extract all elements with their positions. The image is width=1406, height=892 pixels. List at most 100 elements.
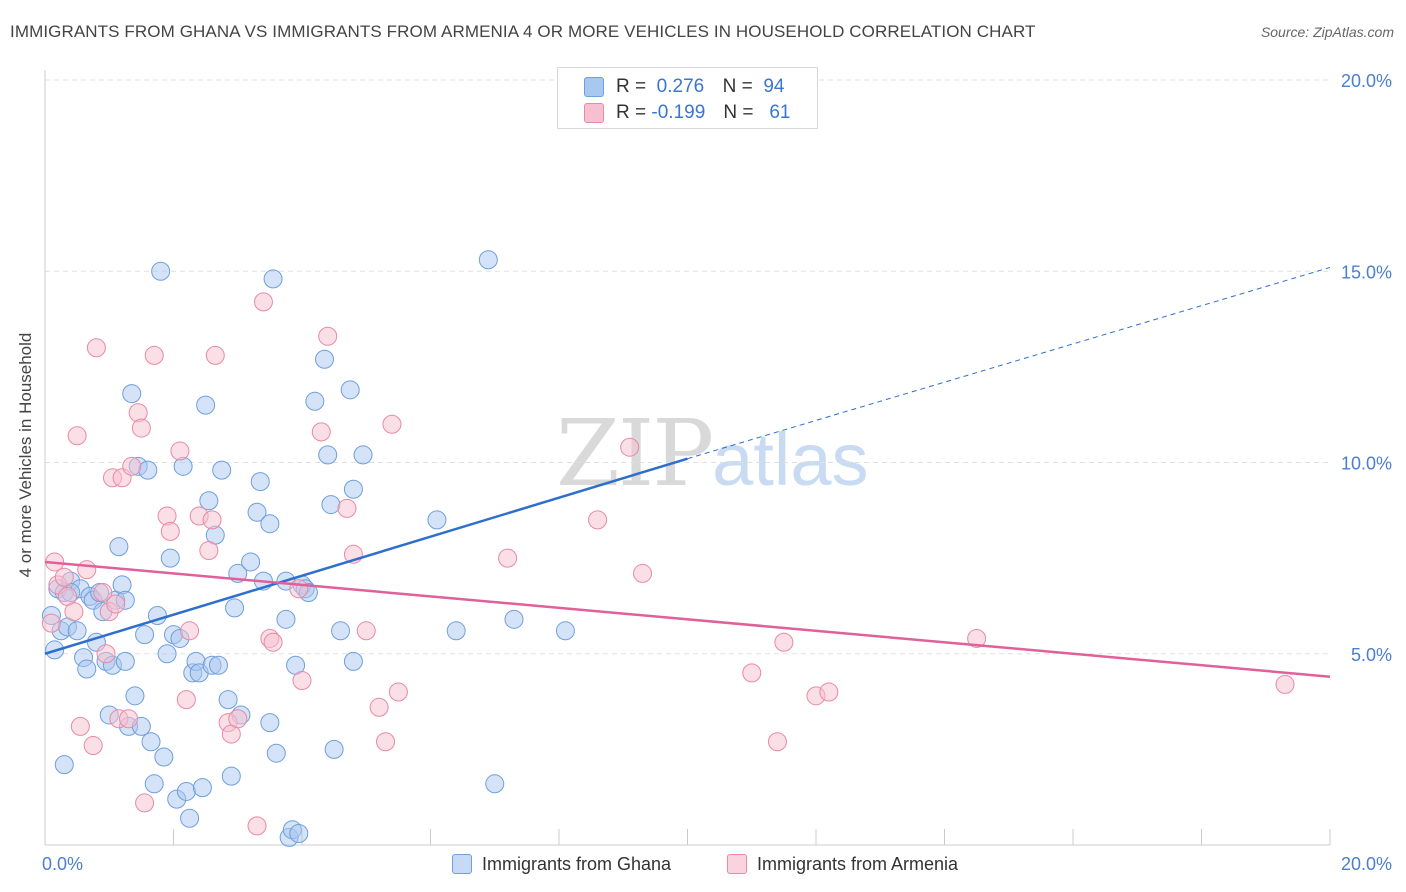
ghana-point [276,609,296,629]
armenia-point [376,732,396,752]
legend-n-label: N = [723,102,754,123]
ghana-point [157,644,177,664]
legend-r-value: -0.199 [651,102,706,123]
ghana-point [260,514,280,534]
ghana-point [340,380,360,400]
armenia-point [41,613,61,633]
ghana-point [305,391,325,411]
armenia-point [77,560,97,580]
armenia-point [311,422,331,442]
ghana-point [160,548,180,568]
ghana-point [263,269,283,289]
ghana-point [151,261,171,281]
legend-r-label: R = [616,76,647,97]
ghana-point [343,651,363,671]
legend-row-ghana: R = 0.276 N = 94 [584,74,784,100]
armenia-point [144,345,164,365]
armenia-point [64,602,84,622]
correlation-legend: R = 0.276 N = 94 R = -0.199 N = 61 [557,67,818,129]
armenia-point [318,326,338,346]
bottom-legend-armenia: Immigrants from Armenia [727,852,958,876]
ghana-point [135,625,155,645]
armenia-point [767,732,787,752]
ghana-point [331,621,351,641]
ghana-point [427,510,447,530]
bottom-legend-ghana: Immigrants from Ghana [452,852,671,876]
watermark: ZIPatlas [556,400,868,507]
armenia-point [228,709,248,729]
bottom-legend-label-armenia: Immigrants from Armenia [757,853,959,874]
y-tick-label: 5.0% [1351,645,1392,665]
armenia-point [83,736,103,756]
armenia-point [382,414,402,434]
ghana-point [154,747,174,767]
armenia-point [180,621,200,641]
armenia-point [199,540,219,560]
armenia-point [356,621,376,641]
armenia-point [289,579,309,599]
armenia-point [67,426,87,446]
armenia-point [1275,674,1295,694]
legend-n-value: 94 [763,76,785,97]
armenia-point [176,690,196,710]
ghana-point [343,479,363,499]
legend-n-value: 61 [769,102,791,123]
ghana-point [212,460,232,480]
armenia-point [774,632,794,652]
source-label: Source: ZipAtlas.com [1260,24,1394,40]
ghana-trend-extension [687,266,1331,460]
ghana-point [67,621,87,641]
ghana-point [176,781,196,801]
bottom-legend-swatch-armenia [727,854,747,874]
ghana-point [314,349,334,369]
armenia-point [119,709,139,729]
ghana-point [115,651,135,671]
legend-r-label: R = [616,102,647,123]
armenia-point [819,682,839,702]
armenia-point [202,510,222,530]
ghana-point [478,250,498,270]
ghana-point [289,824,309,844]
ghana-point [199,491,219,511]
bottom-legend-label-ghana: Immigrants from Ghana [482,853,672,874]
ghana-point [555,621,575,641]
armenia-point [292,671,312,691]
ghana-point [321,495,341,515]
armenia-point [588,510,608,530]
armenia-point [131,418,151,438]
armenia-point [93,583,113,603]
watermark-atlas: atlas [712,418,869,501]
ghana-point [196,395,216,415]
ghana-point [266,743,286,763]
ghana-point [173,456,193,476]
armenia-point [967,628,987,648]
legend-swatch-ghana [584,77,604,97]
ghana-point [250,472,270,492]
armenia-point [620,437,640,457]
armenia-point [263,632,283,652]
armenia-point [247,816,267,836]
ghana-point [504,609,524,629]
ghana-point [54,755,74,775]
ghana-point [109,537,129,557]
armenia-point [253,292,273,312]
ghana-point [241,552,261,572]
armenia-point [160,521,180,541]
ghana-point [125,686,145,706]
ghana-point [225,598,245,618]
armenia-point [633,563,653,583]
armenia-point [498,548,518,568]
ghana-point [218,690,238,710]
x-tick-label: 20.0% [1341,854,1392,874]
y-tick-label: 10.0% [1341,454,1392,474]
legend-n-label: N = [722,76,753,97]
armenia-point [388,682,408,702]
armenia-point [742,663,762,683]
bottom-legend-swatch-ghana [452,854,472,874]
armenia-point [128,403,148,423]
armenia-point [205,345,225,365]
ghana-point [260,713,280,733]
armenia-point [337,498,357,518]
ghana-point [208,655,228,675]
